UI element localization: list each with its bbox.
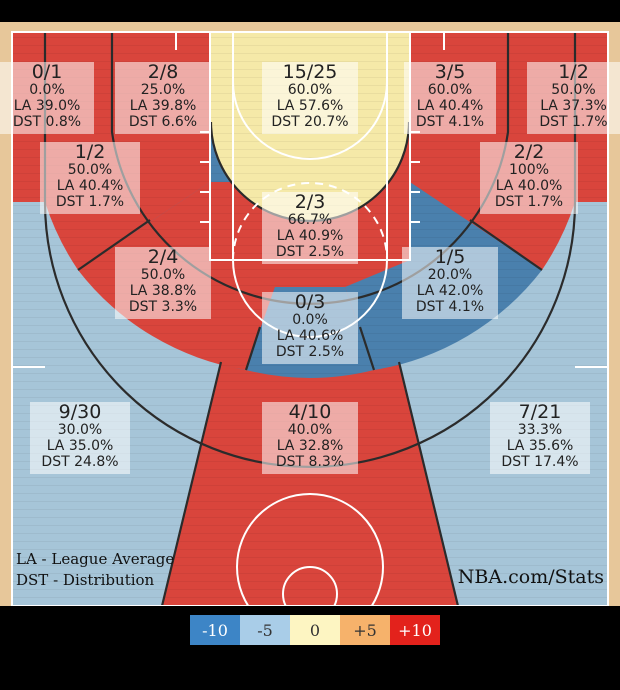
- zone-fg-pct: 66.7%: [287, 212, 333, 229]
- zone-distribution: DST 1.7%: [494, 193, 564, 210]
- zone-fg-pct: 40.0%: [287, 422, 333, 439]
- zone-fg-pct: 30.0%: [57, 422, 103, 439]
- zone-label-top-three: 4/10 40.0% LA 32.8% DST 8.3%: [262, 401, 358, 474]
- zone-fg-pct: 33.3%: [517, 422, 563, 439]
- distribution-note: DST - Distribution: [16, 571, 155, 589]
- zone-league-avg: LA 35.0%: [46, 437, 114, 454]
- zone-made-attempts: 2/3: [294, 191, 326, 213]
- zone-made-attempts: 15/25: [282, 61, 338, 83]
- zone-made-attempts: 2/8: [147, 61, 179, 83]
- zone-label-top-key-mid: 0/3 0.0% LA 40.6% DST 2.5%: [262, 291, 358, 364]
- zone-label-right-above-break-three: 7/21 33.3% LA 35.6% DST 17.4%: [490, 401, 590, 474]
- zone-fg-pct: 0.0%: [29, 82, 65, 99]
- zone-fg-pct: 50.0%: [551, 82, 596, 99]
- zone-distribution: DST 24.8%: [41, 453, 119, 470]
- zone-label-restricted-area: 15/25 60.0% LA 57.6% DST 20.7%: [262, 61, 358, 134]
- legend-item-plus-5: +5: [340, 615, 390, 645]
- zone-league-avg: LA 42.0%: [416, 282, 484, 299]
- zone-fg-pct: 100%: [508, 162, 550, 179]
- league-average-note: LA - League Average: [16, 550, 175, 568]
- legend-item-minus-10: -10: [190, 615, 240, 645]
- zone-league-avg: LA 38.8%: [129, 282, 197, 299]
- zone-distribution: DST 2.5%: [275, 343, 345, 360]
- zone-label-right-wing-three: 3/5 60.0% LA 40.4% DST 4.1%: [404, 61, 496, 134]
- zone-label-left-above-break-three: 9/30 30.0% LA 35.0% DST 24.8%: [30, 401, 130, 474]
- zone-league-avg: LA 32.8%: [276, 437, 344, 454]
- zone-made-attempts: 9/30: [58, 401, 102, 423]
- zone-distribution: DST 0.8%: [12, 113, 82, 130]
- zone-fg-pct: 50.0%: [140, 267, 186, 284]
- zone-fg-pct: 25.0%: [140, 82, 186, 99]
- zone-made-attempts: 0/3: [294, 291, 326, 313]
- zone-distribution: DST 1.7%: [539, 113, 608, 130]
- legend-item-plus-10: +10: [390, 615, 440, 645]
- zone-league-avg: LA 37.3%: [540, 97, 607, 114]
- zone-distribution: DST 6.6%: [128, 113, 198, 130]
- zone-label-left-corner-three: 0/1 0.0% LA 39.0% DST 0.8%: [0, 61, 94, 134]
- legend-item-zero: 0: [290, 615, 340, 645]
- zone-made-attempts: 1/2: [558, 61, 589, 83]
- zone-label-left-elbow-mid: 2/4 50.0% LA 38.8% DST 3.3%: [115, 246, 211, 319]
- zone-made-attempts: 1/5: [434, 246, 466, 268]
- zone-fg-pct: 60.0%: [287, 82, 333, 99]
- zone-distribution: DST 17.4%: [501, 453, 579, 470]
- zone-distribution: DST 3.3%: [128, 298, 198, 315]
- zone-label-paint-non-ra: 2/3 66.7% LA 40.9% DST 2.5%: [262, 191, 358, 264]
- zone-fg-pct: 20.0%: [427, 267, 473, 284]
- zone-label-right-elbow-mid: 1/5 20.0% LA 42.0% DST 4.1%: [402, 246, 498, 319]
- zone-made-attempts: 1/2: [74, 141, 106, 163]
- zone-label-right-corner-three: 1/2 50.0% LA 37.3% DST 1.7%: [527, 61, 620, 134]
- zone-made-attempts: 3/5: [434, 61, 466, 83]
- zone-league-avg: LA 40.0%: [495, 177, 563, 194]
- zone-distribution: DST 4.1%: [415, 298, 485, 315]
- shot-chart: 0/1 0.0% LA 39.0% DST 0.8% 2/8 25.0% LA …: [0, 22, 620, 606]
- zone-distribution: DST 4.1%: [415, 113, 485, 130]
- zone-fg-pct: 50.0%: [67, 162, 113, 179]
- zone-distribution: DST 8.3%: [275, 453, 345, 470]
- zone-made-attempts: 7/21: [518, 401, 562, 423]
- zone-league-avg: LA 39.8%: [129, 97, 197, 114]
- zone-league-avg: LA 39.0%: [13, 97, 81, 114]
- zone-made-attempts: 4/10: [288, 401, 332, 423]
- zone-league-avg: LA 40.4%: [416, 97, 484, 114]
- zone-fg-pct: 0.0%: [292, 312, 328, 329]
- zone-made-attempts: 2/4: [147, 246, 179, 268]
- zone-label-right-baseline-mid: 2/2 100% LA 40.0% DST 1.7%: [480, 141, 578, 214]
- zone-fg-pct: 60.0%: [427, 82, 473, 99]
- zone-league-avg: LA 57.6%: [276, 97, 344, 114]
- zone-distribution: DST 1.7%: [55, 193, 125, 210]
- zone-league-avg: LA 40.9%: [276, 227, 344, 244]
- zone-distribution: DST 20.7%: [271, 113, 349, 130]
- legend-item-minus-5: -5: [240, 615, 290, 645]
- zone-label-left-baseline-mid: 1/2 50.0% LA 40.4% DST 1.7%: [40, 141, 140, 214]
- zone-league-avg: LA 40.6%: [276, 327, 344, 344]
- color-legend: -10 -5 0 +5 +10: [190, 615, 440, 645]
- zone-league-avg: LA 40.4%: [56, 177, 124, 194]
- zone-label-left-wing-three: 2/8 25.0% LA 39.8% DST 6.6%: [115, 61, 211, 134]
- zone-made-attempts: 0/1: [31, 61, 63, 83]
- zone-made-attempts: 2/2: [513, 141, 545, 163]
- zone-league-avg: LA 35.6%: [506, 437, 574, 454]
- nba-stats-brand: NBA.com/Stats: [457, 566, 604, 588]
- zone-distribution: DST 2.5%: [275, 243, 345, 260]
